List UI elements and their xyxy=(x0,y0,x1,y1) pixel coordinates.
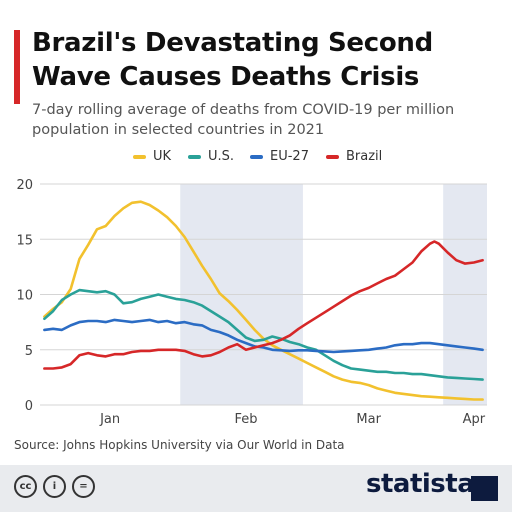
chart-legend: UK U.S. EU-27 Brazil xyxy=(0,146,512,168)
legend-item-uk: UK xyxy=(133,149,171,164)
y-tick-label: 0 xyxy=(25,399,33,414)
x-tick-label-mar: Mar xyxy=(356,412,381,427)
legend-item-u-s: U.S. xyxy=(188,149,234,164)
gridlines xyxy=(40,183,487,406)
creative-commons-icon: cc xyxy=(14,475,37,498)
license-icons: cc i = xyxy=(14,475,101,498)
attribution-icon: i xyxy=(43,475,66,498)
line-chart: 0 5 10 15 20 Jan Feb Mar Apr xyxy=(16,178,487,427)
legend-swatch xyxy=(188,154,201,159)
legend-item-eu-27: EU-27 xyxy=(250,149,309,164)
series-line-eu-27 xyxy=(43,318,484,354)
series-line-u-s xyxy=(43,288,484,381)
legend-label: Brazil xyxy=(346,149,383,164)
legend-swatch xyxy=(133,154,146,159)
series-lines xyxy=(43,200,484,401)
legend-swatch xyxy=(250,154,263,159)
y-axis-labels: 0 5 10 15 20 xyxy=(16,178,33,414)
x-tick-label-apr: Apr xyxy=(463,412,486,427)
y-tick-label: 15 xyxy=(16,233,33,248)
x-tick-label-jan: Jan xyxy=(99,412,120,427)
legend-swatch xyxy=(326,154,339,159)
footer: cc i = statista xyxy=(0,465,512,512)
y-tick-label: 10 xyxy=(16,289,33,304)
x-tick-label-feb: Feb xyxy=(234,412,257,427)
chart-title: Brazil's Devastating Second Wave Causes … xyxy=(32,28,433,92)
x-axis-labels: Jan Feb Mar Apr xyxy=(99,412,486,427)
series-line-brazil xyxy=(43,240,484,370)
brand-mark-icon xyxy=(471,476,498,501)
legend-label: U.S. xyxy=(208,149,235,164)
brand-logo[interactable]: statista xyxy=(366,469,475,499)
legend-label: UK xyxy=(153,149,172,164)
source-note: Source: Johns Hopkins University via Our… xyxy=(14,438,345,452)
y-tick-label: 20 xyxy=(16,178,33,193)
no-derivatives-icon: = xyxy=(72,475,95,498)
legend-item-brazil: Brazil xyxy=(326,149,382,164)
y-tick-label: 5 xyxy=(25,344,33,359)
legend-label: EU-27 xyxy=(270,149,309,164)
chart-subtitle: 7-day rolling average of deaths from COV… xyxy=(32,102,455,138)
title-accent-bar xyxy=(14,30,20,104)
